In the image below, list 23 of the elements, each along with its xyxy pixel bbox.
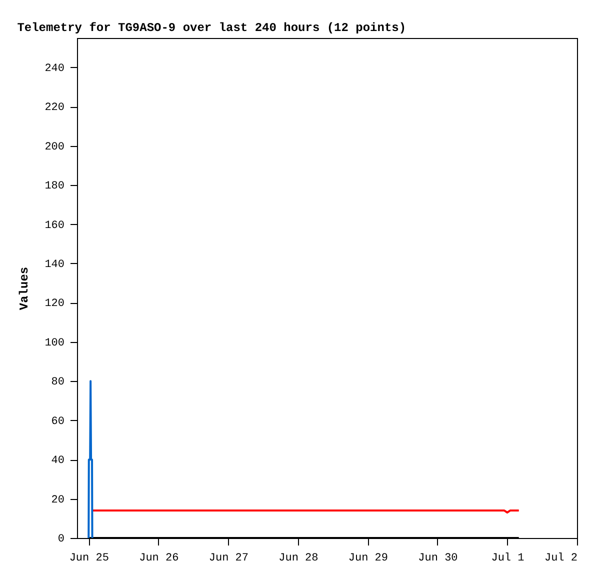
x-tick-label: Jun 29: [348, 552, 388, 564]
y-tick-label: 60: [51, 416, 64, 428]
y-tick-label: 240: [44, 62, 64, 75]
x-tick-label: Jun 28: [278, 552, 318, 564]
y-axis-title: Values: [18, 266, 32, 310]
x-tick-label: Jun 25: [69, 552, 109, 564]
x-tick-label: Jun 30: [418, 552, 458, 564]
y-tick-label: 120: [44, 298, 64, 310]
y-tick-label: 140: [44, 258, 64, 271]
x-tick-label: Jul 1: [491, 552, 525, 564]
y-tick-label: 220: [44, 102, 64, 114]
y-tick-label: 0: [58, 534, 64, 546]
y-tick-label: 80: [51, 376, 64, 389]
chart-title: Telemetry for TG9ASO-9 over last 240 hours (12 points): [17, 21, 406, 35]
y-tick-label: 100: [44, 337, 64, 350]
y-tick-label: 20: [51, 494, 64, 506]
x-tick-label: Jun 26: [139, 552, 179, 564]
y-tick-label: 180: [44, 180, 64, 193]
y-tick-label: 40: [51, 455, 64, 468]
x-tick-label: Jun 27: [208, 552, 248, 564]
y-tick-label: 200: [44, 141, 64, 154]
y-tick-label: 160: [44, 220, 64, 232]
x-tick-label: Jul 2: [544, 552, 578, 564]
